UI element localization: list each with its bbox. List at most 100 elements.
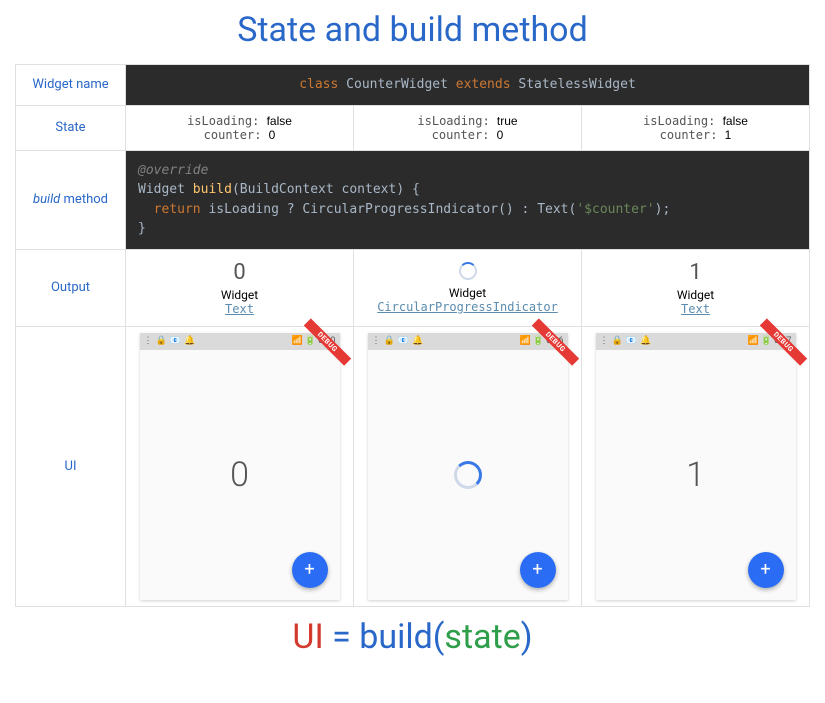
state-isloading-label: isLoading bbox=[417, 114, 482, 128]
status-icon: 🔔 bbox=[412, 337, 423, 346]
return-kw: return bbox=[154, 202, 201, 217]
phone-body: 1 + bbox=[596, 350, 796, 600]
signal-icon: 📶 bbox=[520, 337, 531, 346]
class-name: CounterWidget bbox=[346, 77, 448, 92]
output-value: 1 bbox=[586, 260, 805, 286]
state-cell-1: isLoading: true counter: 0 bbox=[354, 105, 582, 150]
state-cell-0: isLoading: false counter: 0 bbox=[126, 105, 354, 150]
output-widget-type: Text bbox=[586, 302, 805, 316]
return-type: Widget bbox=[138, 182, 185, 197]
spinner-icon bbox=[454, 461, 482, 489]
fab-button[interactable]: + bbox=[520, 552, 556, 588]
status-icon: ⋮ bbox=[372, 337, 381, 346]
status-bar: ⋮🔒📧🔔 📶🔋0:07 bbox=[596, 333, 796, 350]
colon: : bbox=[522, 202, 530, 217]
battery-icon: 🔋 bbox=[305, 337, 316, 346]
formula-lparen: ( bbox=[433, 617, 445, 657]
param-name: context bbox=[342, 182, 397, 197]
kw-class: class bbox=[299, 77, 338, 92]
state-isloading-val: true bbox=[497, 114, 518, 128]
status-icon: 📧 bbox=[626, 337, 637, 346]
supertype: StatelessWidget bbox=[518, 77, 635, 92]
text-class: Text bbox=[537, 202, 568, 217]
build-italic: build bbox=[33, 192, 60, 207]
status-icon: 🔔 bbox=[640, 337, 651, 346]
formula-rparen: ) bbox=[521, 617, 533, 657]
phone-body: 0 + bbox=[140, 350, 340, 600]
status-icon: ⋮ bbox=[600, 337, 609, 346]
output-widget-label: Widget bbox=[586, 288, 805, 302]
row-label-build: build method bbox=[16, 150, 126, 249]
fab-button[interactable]: + bbox=[748, 552, 784, 588]
signal-icon: 📶 bbox=[292, 337, 303, 346]
class-declaration: class CounterWidget extends StatelessWid… bbox=[126, 65, 810, 106]
output-value: 0 bbox=[130, 260, 349, 286]
status-icon: 🔒 bbox=[612, 337, 623, 346]
row-label-state: State bbox=[16, 105, 126, 150]
fn-open: ) { bbox=[396, 182, 419, 197]
status-icon: 📧 bbox=[398, 337, 409, 346]
slide-title: State and build method bbox=[15, 10, 810, 50]
override-annotation: @override bbox=[138, 163, 208, 178]
state-isloading-label: isLoading bbox=[187, 114, 252, 128]
main-table: Widget name class CounterWidget extends … bbox=[15, 64, 810, 607]
output-cell-0: 0 Widget Text bbox=[126, 249, 354, 326]
state-counter-val: 1 bbox=[725, 128, 732, 142]
row-label-ui: UI bbox=[16, 326, 126, 606]
status-icon: 🔔 bbox=[184, 337, 195, 346]
ui-cell-0: ⋮🔒📧🔔 📶🔋0:10 DEBUG 0 + bbox=[126, 326, 354, 606]
row-label-output: Output bbox=[16, 249, 126, 326]
signal-icon: 📶 bbox=[748, 337, 759, 346]
formula-build: build bbox=[359, 617, 433, 657]
state-isloading-val: false bbox=[723, 114, 748, 128]
output-widget-label: Widget bbox=[130, 288, 349, 302]
phone-body: + bbox=[368, 350, 568, 600]
status-bar: ⋮🔒📧🔔 📶🔋0:16 bbox=[368, 333, 568, 350]
output-widget-type: Text bbox=[130, 302, 349, 316]
row-label-widget-name: Widget name bbox=[16, 65, 126, 106]
text-arg: '$counter' bbox=[576, 202, 654, 217]
status-icon: 📧 bbox=[170, 337, 181, 346]
build-suffix: method bbox=[60, 192, 108, 207]
spinner-class: CircularProgressIndicator bbox=[302, 202, 498, 217]
state-counter-val: 0 bbox=[497, 128, 504, 142]
state-counter-label: counter bbox=[432, 128, 483, 142]
open-paren: ( bbox=[232, 182, 240, 197]
ui-cell-2: ⋮🔒📧🔔 📶🔋0:07 DEBUG 1 + bbox=[582, 326, 810, 606]
output-cell-1: Widget CircularProgressIndicator bbox=[354, 249, 582, 326]
cond-var: isLoading bbox=[208, 202, 278, 217]
status-icon: 🔒 bbox=[384, 337, 395, 346]
formula-state: state bbox=[444, 617, 520, 657]
state-counter-label: counter bbox=[660, 128, 711, 142]
build-method-code: @override Widget build(BuildContext cont… bbox=[126, 150, 810, 249]
ui-cell-1: ⋮🔒📧🔔 📶🔋0:16 DEBUG + bbox=[354, 326, 582, 606]
phone-content: 1 bbox=[686, 455, 705, 495]
state-counter-label: counter bbox=[204, 128, 255, 142]
output-widget-label: Widget bbox=[358, 286, 577, 300]
status-icon: ⋮ bbox=[144, 337, 153, 346]
state-isloading-label: isLoading bbox=[643, 114, 708, 128]
fn-name: build bbox=[193, 182, 232, 197]
state-cell-2: isLoading: false counter: 1 bbox=[582, 105, 810, 150]
phone-mock-2: ⋮🔒📧🔔 📶🔋0:07 DEBUG 1 + bbox=[596, 333, 796, 600]
formula-ui: UI bbox=[292, 617, 323, 657]
formula-eq: = bbox=[324, 617, 360, 657]
battery-icon: 🔋 bbox=[761, 337, 772, 346]
output-widget-type: CircularProgressIndicator bbox=[358, 300, 577, 314]
phone-content: 0 bbox=[230, 455, 249, 495]
formula: UI = build(state) bbox=[15, 617, 810, 657]
close-brace: } bbox=[138, 221, 146, 236]
param-type: BuildContext bbox=[240, 182, 334, 197]
phone-mock-1: ⋮🔒📧🔔 📶🔋0:16 DEBUG + bbox=[368, 333, 568, 600]
status-icon: 🔒 bbox=[156, 337, 167, 346]
state-counter-val: 0 bbox=[269, 128, 276, 142]
status-bar: ⋮🔒📧🔔 📶🔋0:10 bbox=[140, 333, 340, 350]
semi: ; bbox=[662, 202, 670, 217]
fab-button[interactable]: + bbox=[292, 552, 328, 588]
call-parens: () bbox=[498, 202, 514, 217]
output-cell-2: 1 Widget Text bbox=[582, 249, 810, 326]
phone-mock-0: ⋮🔒📧🔔 📶🔋0:10 DEBUG 0 + bbox=[140, 333, 340, 600]
battery-icon: 🔋 bbox=[533, 337, 544, 346]
spinner-icon bbox=[459, 262, 477, 280]
qmark: ? bbox=[287, 202, 295, 217]
